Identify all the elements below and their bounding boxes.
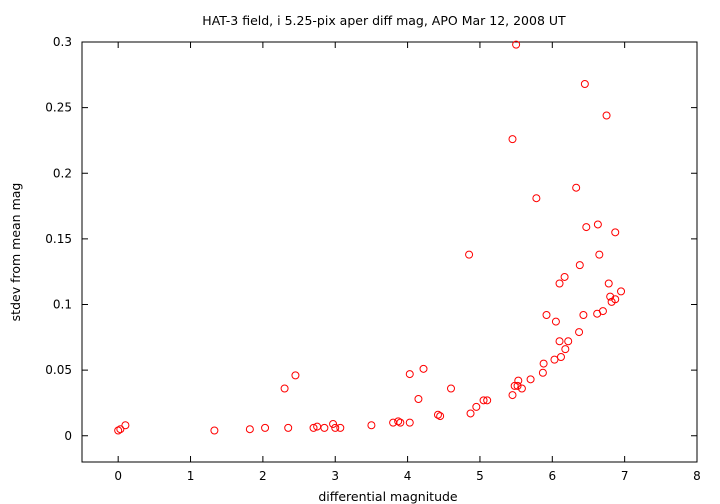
data-point	[561, 345, 570, 354]
data-point	[572, 183, 581, 192]
data-point	[472, 402, 481, 411]
data-point	[419, 364, 428, 373]
data-point	[405, 370, 414, 379]
data-point	[394, 417, 403, 426]
y-tick-label: 0.05	[45, 363, 72, 377]
data-point	[593, 220, 602, 229]
data-point	[579, 311, 588, 319]
x-tick-label: 0	[114, 469, 122, 483]
data-point	[210, 426, 219, 435]
data-points	[114, 40, 626, 435]
data-point	[280, 384, 289, 393]
data-point	[114, 426, 123, 435]
data-point	[483, 396, 492, 405]
x-tick-label: 3	[331, 469, 339, 483]
data-point	[331, 423, 340, 432]
data-point	[466, 409, 475, 418]
data-point	[261, 423, 270, 432]
plot-frame	[81, 41, 698, 463]
data-point	[405, 418, 414, 427]
data-point	[598, 307, 607, 316]
x-tick-label: 4	[404, 469, 412, 483]
data-point	[582, 223, 591, 232]
data-point	[465, 250, 474, 259]
data-point	[539, 359, 548, 368]
data-point	[320, 423, 329, 432]
data-point	[526, 375, 535, 384]
data-point	[555, 279, 564, 288]
data-point	[414, 395, 423, 403]
x-tick-label: 7	[621, 469, 629, 483]
data-point	[329, 419, 338, 428]
x-tick-label: 5	[476, 469, 484, 483]
data-point	[604, 279, 613, 288]
x-axis-label: differential magnitude	[318, 489, 458, 504]
data-point	[336, 423, 345, 432]
data-point	[291, 371, 300, 380]
data-point	[121, 421, 130, 430]
data-point	[116, 425, 125, 434]
chart-title: HAT-3 field, i 5.25-pix aper diff mag, A…	[202, 13, 566, 28]
y-tick-label: 0.3	[53, 35, 72, 49]
data-point	[606, 292, 615, 301]
data-point	[517, 384, 526, 393]
x-tick-label: 8	[693, 469, 701, 483]
data-point	[575, 261, 584, 270]
tick-labels: 0 1 2 3 4 5 6 7 8 0 0.05 0.1 0.15 0.2 0.25 0.3	[45, 35, 701, 483]
data-point	[580, 80, 589, 88]
y-tick-label: 0.1	[53, 298, 72, 312]
data-point	[551, 317, 560, 326]
y-tick-label: 0	[64, 429, 72, 443]
y-tick-label: 0.15	[45, 232, 72, 246]
data-point	[245, 425, 254, 434]
data-point	[512, 40, 521, 49]
axis-ticks	[82, 41, 698, 462]
data-point	[611, 228, 620, 237]
data-point	[560, 272, 569, 281]
data-point	[389, 418, 398, 427]
data-point	[556, 353, 565, 361]
data-point	[447, 384, 455, 393]
data-point	[309, 423, 318, 432]
data-point	[508, 135, 517, 144]
data-point	[396, 418, 405, 427]
data-point	[611, 295, 620, 304]
data-point	[436, 412, 445, 421]
data-point	[550, 355, 559, 364]
data-point	[510, 381, 519, 390]
data-point	[564, 337, 573, 346]
data-point	[367, 421, 376, 430]
x-tick-label: 6	[548, 469, 556, 483]
data-point	[595, 250, 604, 259]
y-tick-label: 0.2	[53, 166, 72, 180]
data-point	[514, 376, 523, 385]
y-tick-label: 0.25	[45, 101, 72, 115]
data-point	[513, 381, 522, 390]
data-point	[479, 396, 488, 405]
x-tick-label: 1	[187, 469, 195, 483]
y-axis-label: stdev from mean mag	[8, 183, 23, 322]
data-point	[555, 337, 564, 346]
data-point	[538, 368, 547, 377]
data-point	[508, 391, 517, 400]
data-point	[575, 328, 584, 337]
x-tick-label: 2	[259, 469, 267, 483]
data-point	[542, 311, 551, 319]
data-point	[532, 194, 541, 203]
data-point	[433, 410, 442, 419]
data-point	[617, 287, 626, 296]
data-point	[602, 111, 611, 120]
data-point	[284, 423, 293, 432]
